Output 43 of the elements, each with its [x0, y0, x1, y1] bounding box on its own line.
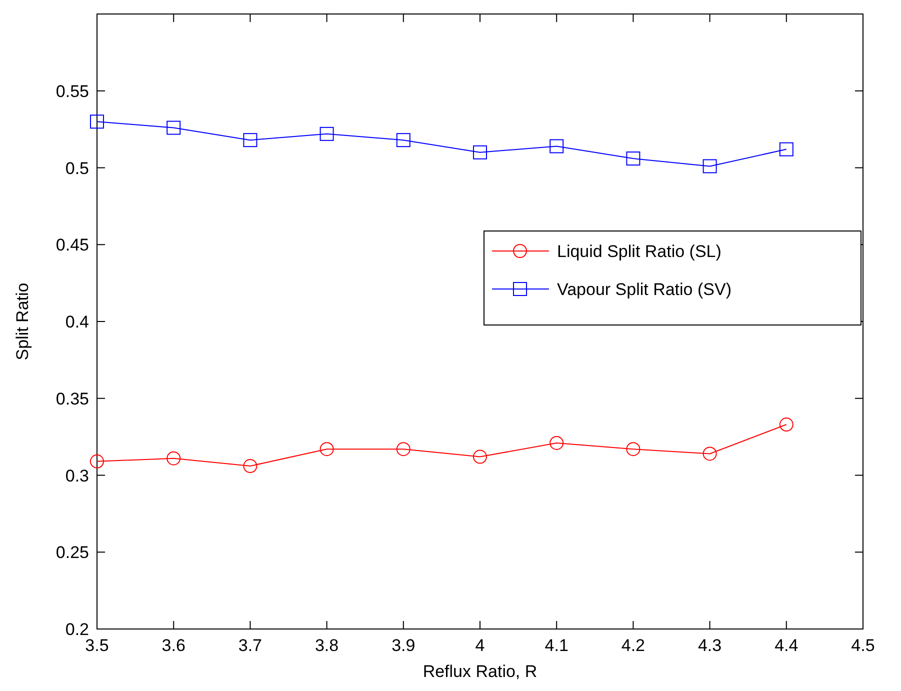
x-tick-label: 3.6	[162, 636, 186, 655]
point	[550, 436, 564, 450]
y-tick-label: 0.4	[65, 312, 89, 332]
point	[396, 442, 410, 456]
legend-label: Liquid Split Ratio (SL)	[557, 242, 722, 261]
point	[779, 418, 794, 432]
point	[550, 139, 564, 154]
x-tick-label: 4.2	[621, 636, 646, 655]
x-tick-label: 4.3	[698, 636, 722, 655]
point	[626, 152, 640, 166]
point	[243, 133, 258, 148]
x-tick-label: 3.7	[238, 636, 262, 655]
point	[320, 126, 334, 141]
x-axis-title: Reflux Ratio, R	[422, 662, 538, 681]
legend-label: Vapour Split Ratio (SV)	[557, 280, 732, 299]
y-tick-label: 0.55	[56, 82, 89, 101]
y-tick-label: 0.3	[65, 466, 89, 486]
point	[90, 114, 104, 129]
x-tick-label: 3.9	[392, 636, 416, 655]
y-tick-label: 0.45	[56, 236, 89, 255]
y-tick-label: 0.5	[65, 158, 89, 178]
point	[702, 159, 717, 174]
point	[166, 120, 181, 135]
point	[626, 442, 640, 456]
y-tick-label: 0.35	[56, 389, 89, 408]
point	[473, 450, 487, 464]
point	[90, 454, 104, 468]
point	[779, 142, 794, 156]
y-tick-label: 0.2	[65, 620, 89, 639]
point	[243, 459, 258, 474]
point	[702, 446, 717, 461]
point	[396, 133, 410, 148]
x-tick-label: 3.5	[85, 636, 109, 655]
x-tick-label: 4.5	[851, 636, 875, 655]
x-tick-label: 3.8	[314, 636, 339, 655]
point	[166, 451, 181, 466]
y-axis-title: Split Ratio	[13, 282, 32, 360]
point	[473, 145, 487, 160]
x-tick-label: 4.4	[774, 636, 798, 655]
point	[320, 442, 334, 456]
y-tick-label: 0.25	[56, 543, 89, 562]
x-tick-label: 4.1	[544, 636, 568, 655]
x-tick-label: 4	[475, 636, 485, 655]
